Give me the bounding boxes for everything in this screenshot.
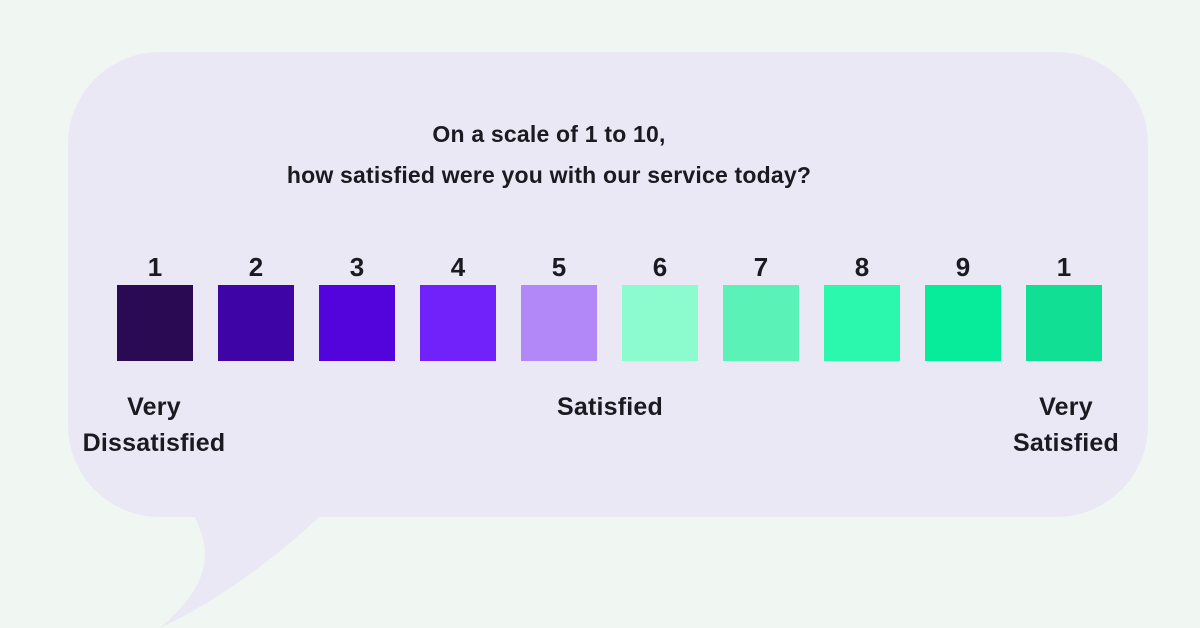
- rating-option-7: 7: [723, 250, 799, 361]
- speech-bubble-tail-shape: [160, 512, 324, 628]
- rating-number: 6: [652, 252, 668, 282]
- rating-swatch[interactable]: [218, 285, 294, 361]
- rating-swatch[interactable]: [420, 285, 496, 361]
- rating-swatch[interactable]: [723, 285, 799, 361]
- rating-swatch[interactable]: [319, 285, 395, 361]
- rating-option-10: 1: [1026, 250, 1102, 361]
- rating-number: 1: [1056, 252, 1072, 282]
- question-line-2: how satisfied were you with our service …: [286, 162, 812, 188]
- rating-option-6: 6: [622, 250, 698, 361]
- anchor-label-very-satisfied: Very Satisfied: [946, 389, 1186, 461]
- rating-number: 4: [450, 252, 466, 282]
- rating-number: 8: [854, 252, 870, 282]
- anchor-line: Very: [1039, 393, 1093, 421]
- question-title: On a scale of 1 to 10, how satisfied wer…: [0, 114, 1098, 196]
- rating-swatch[interactable]: [117, 285, 193, 361]
- rating-swatch[interactable]: [521, 285, 597, 361]
- anchor-label-very-dissatisfied: Very Dissatisfied: [34, 389, 274, 461]
- rating-swatch[interactable]: [1026, 285, 1102, 361]
- rating-number: 1: [147, 252, 163, 282]
- question-line-1: On a scale of 1 to 10,: [432, 121, 666, 147]
- anchor-line: Dissatisfied: [82, 429, 226, 457]
- rating-number: 3: [349, 252, 365, 282]
- rating-number: 2: [248, 252, 264, 282]
- rating-option-8: 8: [824, 250, 900, 361]
- speech-bubble: [68, 52, 1148, 517]
- rating-option-5: 5: [521, 250, 597, 361]
- rating-number: 9: [955, 252, 971, 282]
- rating-option-2: 2: [218, 250, 294, 361]
- rating-scale: 1 2 3 4 5 6 7 8: [117, 250, 1102, 361]
- anchor-line: Satisfied: [1013, 429, 1119, 457]
- rating-number: 5: [551, 252, 567, 282]
- anchor-line: Satisfied: [557, 393, 663, 421]
- rating-option-3: 3: [319, 250, 395, 361]
- rating-option-4: 4: [420, 250, 496, 361]
- rating-option-1: 1: [117, 250, 193, 361]
- rating-number: 7: [753, 252, 769, 282]
- rating-swatch[interactable]: [824, 285, 900, 361]
- rating-swatch[interactable]: [925, 285, 1001, 361]
- anchor-line: Very: [127, 393, 181, 421]
- rating-swatch[interactable]: [622, 285, 698, 361]
- rating-option-9: 9: [925, 250, 1001, 361]
- anchor-label-satisfied: Satisfied: [490, 389, 730, 425]
- speech-bubble-tail: [160, 512, 324, 628]
